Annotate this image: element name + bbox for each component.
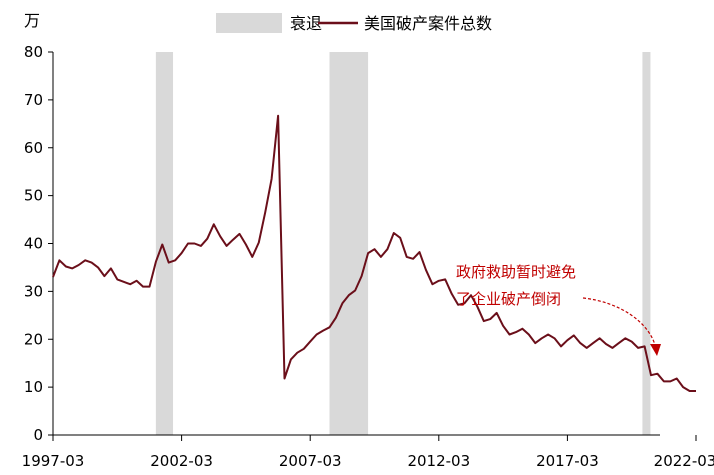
legend-recession-swatch xyxy=(216,13,282,33)
legend-recession-label: 衰退 xyxy=(290,14,322,33)
y-tick-label: 30 xyxy=(24,282,43,300)
legend-series-label: 美国破产案件总数 xyxy=(364,14,492,33)
x-tick-label: 2022-03 xyxy=(654,452,714,470)
y-axis: 0 10 20 30 40 50 60 70 80 xyxy=(24,43,54,444)
y-tick-label: 80 xyxy=(24,43,43,61)
legend: 衰退 美国破产案件总数 xyxy=(216,13,492,33)
y-tick-label: 20 xyxy=(24,330,43,348)
x-tick-label: 2007-03 xyxy=(279,452,342,470)
y-tick-label: 40 xyxy=(24,235,43,253)
recession-band-1 xyxy=(155,52,174,435)
annotation-line2: 了企业破产倒闭 xyxy=(456,290,561,308)
x-axis: 1997-03 2002-03 2007-03 2012-03 2017-03 2022-… xyxy=(22,434,714,470)
y-tick-label: 50 xyxy=(24,187,43,205)
y-tick-label: 70 xyxy=(24,91,43,109)
recession-band-3 xyxy=(642,52,651,435)
y-tick-label: 0 xyxy=(33,426,43,444)
x-tick-label: 2017-03 xyxy=(536,452,599,470)
annotation-line1: 政府救助暂时避免 xyxy=(456,263,576,281)
annotation: 政府救助暂时避免 了企业破产倒闭 xyxy=(456,263,661,356)
x-tick-label: 1997-03 xyxy=(22,452,85,470)
y-tick-label: 10 xyxy=(24,378,43,396)
series-line xyxy=(52,114,696,392)
unit-label: 万 xyxy=(24,11,40,30)
x-tick-label: 2012-03 xyxy=(407,452,470,470)
recession-bands xyxy=(155,52,651,435)
annotation-arrow xyxy=(582,297,656,346)
recession-band-2 xyxy=(329,52,369,435)
y-tick-label: 60 xyxy=(24,139,43,157)
annotation-arrowhead xyxy=(650,344,661,356)
x-tick-label: 2002-03 xyxy=(150,452,213,470)
